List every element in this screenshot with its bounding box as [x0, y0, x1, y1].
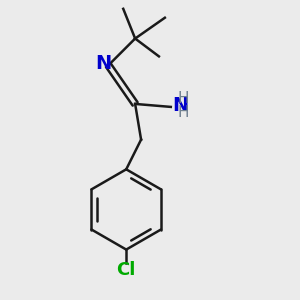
Text: N: N: [95, 54, 111, 73]
Text: Cl: Cl: [116, 261, 136, 279]
Text: H: H: [178, 105, 189, 120]
Text: H: H: [178, 91, 189, 106]
Text: N: N: [172, 96, 188, 115]
